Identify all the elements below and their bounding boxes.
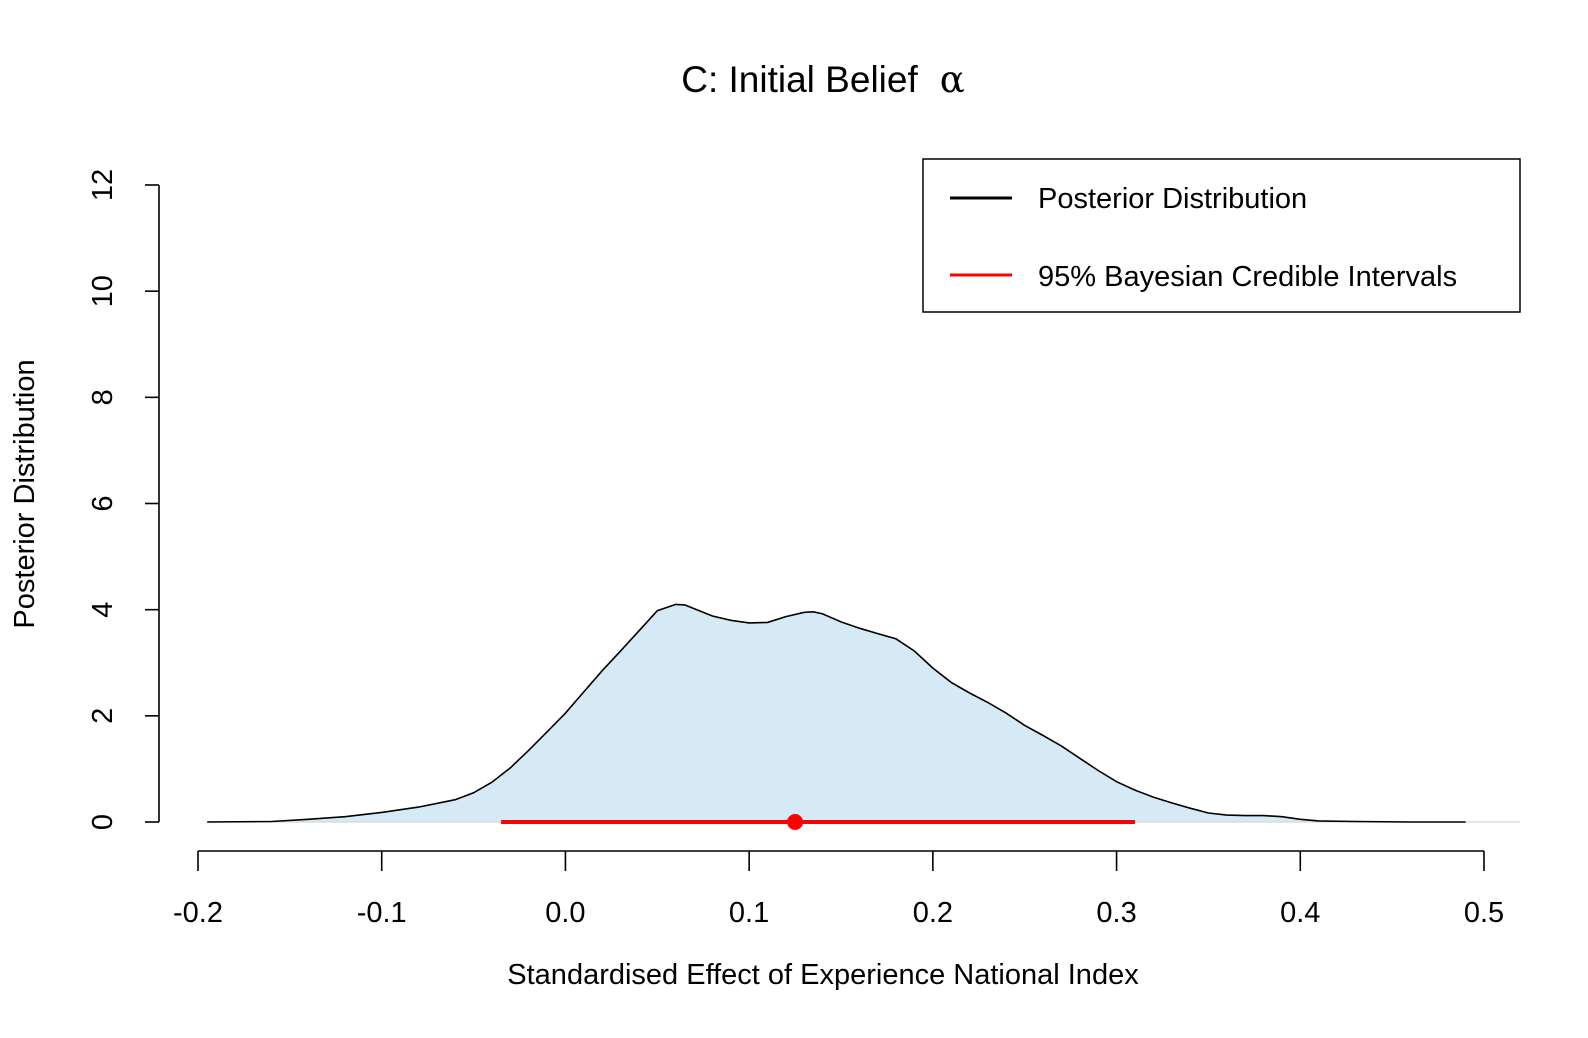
x-tick-label: 0.1 [729, 897, 769, 929]
y-tick-label: 2 [87, 708, 119, 724]
x-axis-label: Standardised Effect of Experience Nation… [507, 959, 1139, 991]
y-tick-label: 8 [87, 389, 119, 405]
legend-box [922, 158, 1521, 313]
x-tick-label: -0.1 [357, 897, 407, 929]
x-tick-label: 0.5 [1464, 897, 1504, 929]
y-tick-label: 0 [87, 814, 119, 830]
density-layer [207, 603, 1520, 823]
x-tick-label: 0.3 [1096, 897, 1136, 929]
density-fill [207, 604, 1466, 822]
y-tick-label: 10 [87, 275, 119, 307]
chart-title: C: Initial Belief α [681, 58, 965, 101]
point-estimate-marker [787, 814, 804, 830]
y-axis: 0 2 4 6 8 10 12 [87, 169, 160, 830]
x-tick-label: 0.0 [545, 897, 585, 929]
x-axis: -0.2 -0.1 0.0 0.1 0.2 0.3 0.4 0.5 [173, 850, 1504, 929]
y-tick-label: 6 [87, 495, 119, 511]
x-tick-label: 0.2 [913, 897, 953, 929]
x-tick-label: -0.2 [173, 897, 223, 929]
legend-interval-label: 95% Bayesian Credible Intervals [1038, 261, 1457, 293]
legend: Posterior Distribution 95% Bayesian Cred… [922, 158, 1521, 313]
chart-title-symbol: α [940, 58, 965, 101]
y-axis-label: Posterior Distribution [9, 359, 41, 628]
legend-posterior-label: Posterior Distribution [1038, 183, 1307, 215]
x-tick-label: 0.4 [1280, 897, 1320, 929]
y-tick-label: 12 [87, 169, 119, 201]
credible-interval-layer [501, 814, 1135, 830]
chart-title-text: C: Initial Belief [681, 59, 918, 100]
y-tick-label: 4 [87, 602, 119, 618]
density-line [207, 603, 1466, 823]
